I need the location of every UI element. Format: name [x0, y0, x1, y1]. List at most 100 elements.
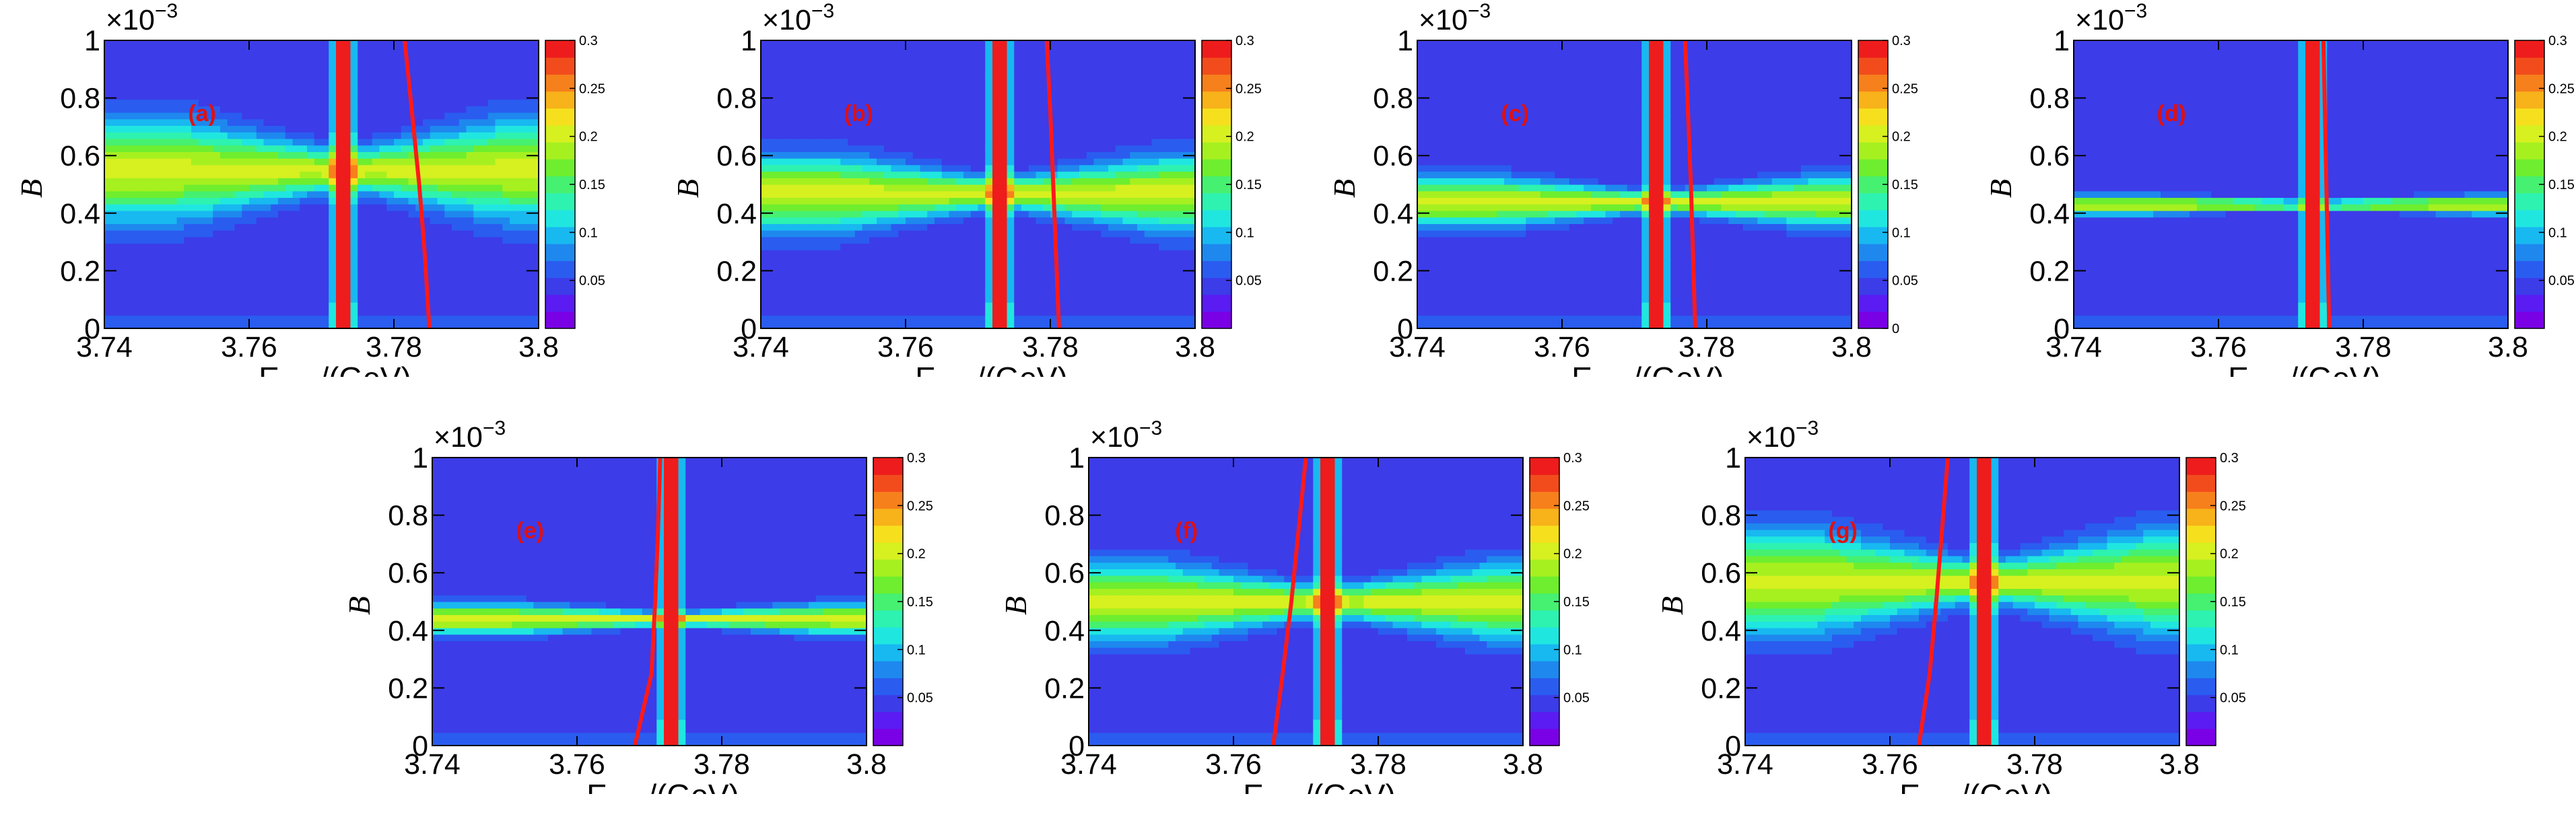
y-tick-label: 0.4 [1701, 615, 1741, 647]
plot-frame-g [1744, 457, 2180, 746]
x-tick-label: 3.76 [549, 748, 605, 781]
colorbar-tick-label: 0.3 [2220, 451, 2239, 466]
y-axis-label: B [671, 179, 705, 198]
colorbar-tick-label: 0.05 [2220, 691, 2246, 706]
panel-label: (e) [516, 518, 544, 544]
colorbar-tick-label: 0.1 [2548, 225, 2567, 240]
plot-frame-f [1088, 457, 1524, 746]
y-tick-label: 0.6 [1044, 557, 1085, 589]
colorbar-tick-label: 0.25 [1563, 499, 1590, 513]
chart-panel-a: 3.74 3.76 3.78 3.8 0 0.2 0.4 0.6 0.8 1×10−3 B Ec.m.… [7, 0, 646, 377]
plot-frame-a [104, 40, 539, 329]
colorbar-tick-label: 0.3 [1235, 34, 1254, 48]
y-tick-label: 0.4 [2029, 198, 2070, 230]
curve-a [403, 40, 432, 329]
y-tick-label: 1 [84, 25, 100, 57]
colorbar-tick-label: 0.05 [1235, 274, 1262, 289]
y-multiplier: ×10−3 [2075, 0, 2147, 36]
y-multiplier: ×10−3 [106, 0, 178, 36]
x-tick-label: 3.8 [1175, 331, 1215, 363]
x-tick-label: 3.74 [1060, 748, 1117, 781]
y-tick-label: 1 [2054, 25, 2070, 57]
chart-svg-c: 3.74 3.76 3.78 3.8 0 0.2 0.4 0.6 0.8 1×10−3 B Ec.m.… [1327, 0, 1918, 377]
colorbar-d: 0.05 0.1 0.15 0.2 0.25 0.3 [2514, 34, 2575, 329]
y-multiplier: ×10−3 [1090, 417, 1162, 454]
colorbar-tick-label: 0.25 [1892, 81, 1918, 96]
colorbar-a: 0.05 0.1 0.15 0.2 0.25 0.3 [545, 34, 605, 329]
x-axis-label: Ec.m./(GeV) [1571, 361, 1724, 377]
colorbar-tick-label: 0.05 [1892, 274, 1918, 289]
y-tick-label: 0.8 [1373, 83, 1413, 115]
y-tick-label: 0.4 [1044, 615, 1085, 647]
y-tick-label: 0.2 [2029, 255, 2070, 287]
y-multiplier: ×10−3 [1747, 417, 1819, 454]
x-tick-label: 3.8 [2159, 748, 2200, 781]
colorbar-tick-label: 0 [1892, 322, 1899, 336]
x-tick-label: 3.78 [366, 331, 422, 363]
x-tick-label: 3.76 [1205, 748, 1262, 781]
colorbar-tick-label: 0.05 [2548, 274, 2575, 289]
heatmap-d [2074, 40, 2509, 329]
plot-frame-d [2073, 40, 2509, 329]
y-tick-label: 0.8 [1044, 500, 1085, 532]
colorbar-tick-label: 0.2 [1892, 130, 1911, 145]
y-tick-label: 1 [1725, 442, 1741, 474]
colorbar-tick-label: 0.1 [579, 225, 598, 240]
colorbar-b: 0.05 0.1 0.15 0.2 0.25 0.3 [1201, 34, 1262, 329]
y-tick-label: 0.2 [60, 255, 100, 287]
y-axis-label: B [342, 596, 376, 615]
y-tick-label: 0.4 [1373, 198, 1413, 230]
colorbar-tick-label: 0.2 [2220, 547, 2239, 562]
y-axis-label: B [14, 179, 48, 198]
colorbar-tick-label: 0.3 [907, 451, 926, 466]
panel-label: (d) [2157, 101, 2185, 127]
y-tick-label: 0.4 [388, 615, 428, 647]
x-tick-label: 3.74 [733, 331, 789, 363]
curve-g [1917, 457, 1950, 746]
y-axis-label: B [1327, 179, 1361, 198]
colorbar-tick-label: 0.05 [907, 691, 933, 706]
chart-panel-f: 3.74 3.76 3.78 3.8 0 0.2 0.4 0.6 0.8 1×10−3 B Ec.m.… [991, 417, 1631, 794]
colorbar-tick-label: 0.05 [1563, 691, 1590, 706]
x-tick-label: 3.76 [877, 331, 934, 363]
x-tick-label: 3.8 [518, 331, 559, 363]
y-tick-label: 1 [741, 25, 757, 57]
x-axis-label: Ec.m./(GeV) [2228, 361, 2381, 377]
y-tick-label: 0.8 [2029, 83, 2070, 115]
y-tick-label: 0.8 [388, 500, 428, 532]
y-multiplier: ×10−3 [762, 0, 834, 36]
chart-panel-b: 3.74 3.76 3.78 3.8 0 0.2 0.4 0.6 0.8 1×10−3 B Ec.m.… [663, 0, 1303, 377]
y-tick-label: 0 [741, 313, 757, 345]
colorbar-tick-label: 0.2 [579, 130, 598, 145]
colorbar-tick-label: 0.15 [579, 178, 605, 192]
y-tick-label: 0.2 [1373, 255, 1413, 287]
colorbar-tick-label: 0.05 [579, 274, 605, 289]
y-tick-label: 0 [412, 730, 428, 762]
chart-panel-c: 3.74 3.76 3.78 3.8 0 0.2 0.4 0.6 0.8 1×10−3 B Ec.m.… [1320, 0, 1959, 377]
heatmap-a [104, 40, 539, 329]
panel-label: (g) [1828, 518, 1857, 544]
chart-svg-g: 3.74 3.76 3.78 3.8 0 0.2 0.4 0.6 0.8 1×10−3 B Ec.m.… [1655, 417, 2246, 794]
colorbar-tick-label: 0.3 [1563, 451, 1582, 466]
chart-panel-g: 3.74 3.76 3.78 3.8 0 0.2 0.4 0.6 0.8 1×10−3 B Ec.m.… [1648, 417, 2287, 794]
curve-b [1044, 40, 1061, 329]
heatmap-g [1745, 458, 2180, 746]
colorbar-e: 0.05 0.1 0.15 0.2 0.25 0.3 [873, 451, 933, 746]
colorbar-tick-label: 0.2 [1563, 547, 1582, 562]
colorbar-tick-label: 0.3 [579, 34, 598, 48]
x-axis-label: Ec.m./(GeV) [915, 361, 1068, 377]
y-tick-label: 0.6 [716, 140, 757, 172]
curve-e [633, 457, 663, 746]
y-tick-label: 0 [1725, 730, 1741, 762]
x-tick-label: 3.74 [1389, 331, 1446, 363]
y-tick-label: 1 [412, 442, 428, 474]
y-tick-label: 0 [84, 313, 100, 345]
x-tick-label: 3.74 [2045, 331, 2102, 363]
y-tick-label: 0.2 [1701, 672, 1741, 705]
x-tick-label: 3.8 [2488, 331, 2528, 363]
y-tick-label: 0 [2054, 313, 2070, 345]
colorbar-tick-label: 0.1 [1235, 225, 1254, 240]
colorbar-tick-label: 0.2 [1235, 130, 1254, 145]
colorbar-f: 0.05 0.1 0.15 0.2 0.25 0.3 [1529, 451, 1590, 746]
y-tick-label: 0.6 [60, 140, 100, 172]
